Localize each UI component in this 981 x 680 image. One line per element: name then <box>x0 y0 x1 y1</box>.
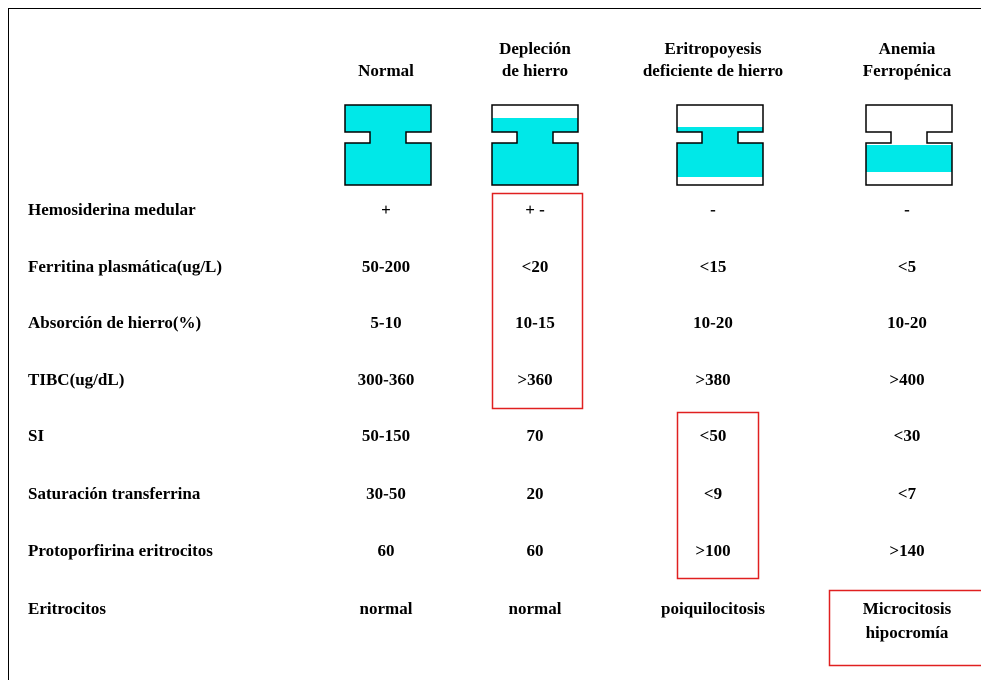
row-label: Protoporfirina eritrocitos <box>28 541 213 560</box>
cell: 20 <box>527 484 544 503</box>
cell: >400 <box>889 370 924 389</box>
column-header: Eritropoyesis <box>665 39 762 58</box>
cell: normal <box>509 599 562 618</box>
cell: 10-20 <box>693 313 733 332</box>
cell: + <box>381 200 391 219</box>
cell: - <box>904 200 910 219</box>
cell: 50-150 <box>362 426 410 445</box>
cell: <9 <box>704 484 722 503</box>
cell: >140 <box>889 541 924 560</box>
cell: 10-20 <box>887 313 927 332</box>
column-header: de hierro <box>502 61 568 80</box>
cell: 50-200 <box>362 257 410 276</box>
cell: 10-15 <box>515 313 555 332</box>
cell: <15 <box>700 257 727 276</box>
cell: hipocromía <box>866 623 949 642</box>
cell: <5 <box>898 257 916 276</box>
cell: 5-10 <box>370 313 401 332</box>
row-label: SI <box>28 426 44 445</box>
cell: 70 <box>527 426 544 445</box>
column-header: Ferropénica <box>863 61 952 80</box>
cell: <20 <box>522 257 549 276</box>
background <box>0 0 981 680</box>
cell: 60 <box>378 541 395 560</box>
cell: 60 <box>527 541 544 560</box>
cell: normal <box>360 599 413 618</box>
cell: >380 <box>695 370 730 389</box>
cell: 30-50 <box>366 484 406 503</box>
row-label: Ferritina plasmática(ug/L) <box>28 257 222 276</box>
cell: <30 <box>894 426 921 445</box>
column-header: Depleción <box>499 39 571 58</box>
page: Normal Depleción de hierro Eritropoyesis def… <box>0 0 981 680</box>
column-header: Anemia <box>879 39 936 58</box>
row-label: TIBC(ug/dL) <box>28 370 124 389</box>
cell: >100 <box>695 541 730 560</box>
row-label: Eritrocitos <box>28 599 106 618</box>
cell: Microcitosis <box>863 599 952 618</box>
row-label: Absorción de hierro(%) <box>28 313 201 332</box>
cell: 300-360 <box>358 370 415 389</box>
cell: + - <box>525 200 545 219</box>
row-label: Saturación transferrina <box>28 484 201 503</box>
cell: >360 <box>517 370 552 389</box>
iron-icon <box>345 105 431 185</box>
cell: - <box>710 200 716 219</box>
cell: <50 <box>700 426 727 445</box>
cell: poiquilocitosis <box>661 599 765 618</box>
column-header: Normal <box>358 61 414 80</box>
column-header: deficiente de hierro <box>643 61 783 80</box>
row-label: Hemosiderina medular <box>28 200 196 219</box>
cell: <7 <box>898 484 917 503</box>
